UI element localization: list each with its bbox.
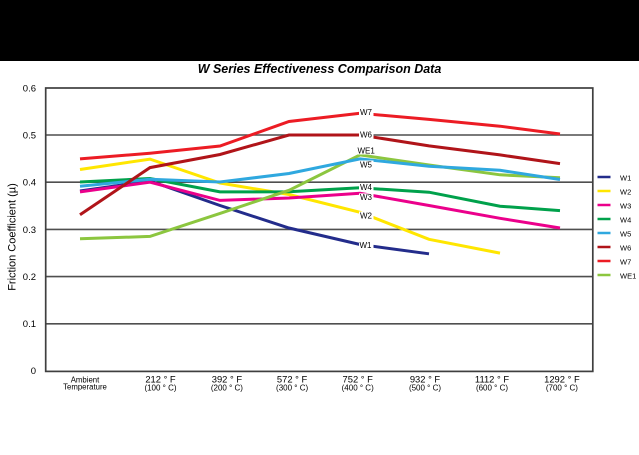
svg-text:(700 ° C): (700 ° C) — [546, 384, 578, 393]
svg-text:(600 ° C): (600 ° C) — [476, 384, 508, 393]
svg-text:W2: W2 — [620, 188, 631, 197]
svg-text:W1: W1 — [620, 174, 631, 183]
svg-text:932 ° F: 932 ° F — [410, 374, 441, 385]
svg-text:0.3: 0.3 — [23, 225, 36, 236]
svg-text:W Series Effectiveness Compari: W Series Effectiveness Comparison Data — [198, 62, 442, 76]
svg-text:Friction Coefficient (µ): Friction Coefficient (µ) — [7, 183, 19, 291]
svg-text:572 ° F: 572 ° F — [277, 374, 308, 385]
svg-text:0: 0 — [31, 366, 36, 377]
svg-text:W2: W2 — [360, 211, 373, 220]
svg-text:392 ° F: 392 ° F — [212, 374, 243, 385]
svg-text:(300 ° C): (300 ° C) — [276, 384, 308, 393]
svg-text:0.1: 0.1 — [23, 319, 36, 330]
svg-text:W5: W5 — [360, 160, 373, 169]
svg-text:(100 ° C): (100 ° C) — [144, 384, 176, 393]
svg-text:W6: W6 — [360, 130, 373, 139]
svg-text:W5: W5 — [620, 230, 631, 239]
svg-text:(500 ° C): (500 ° C) — [409, 384, 441, 393]
svg-text:W4: W4 — [360, 183, 373, 192]
svg-text:0.2: 0.2 — [23, 272, 36, 283]
svg-text:Ambient: Ambient — [71, 375, 100, 384]
svg-text:(400 ° C): (400 ° C) — [342, 384, 374, 393]
svg-text:0.6: 0.6 — [23, 83, 36, 94]
svg-text:0.5: 0.5 — [23, 130, 36, 141]
svg-text:WE1: WE1 — [358, 146, 376, 155]
svg-text:212 ° F: 212 ° F — [145, 374, 176, 385]
svg-text:W1: W1 — [360, 241, 373, 250]
svg-text:W7: W7 — [360, 108, 373, 117]
svg-text:WE1: WE1 — [620, 272, 636, 281]
svg-text:W3: W3 — [620, 202, 631, 211]
svg-text:W7: W7 — [620, 258, 631, 267]
svg-text:752 ° F: 752 ° F — [343, 374, 374, 385]
svg-text:W3: W3 — [360, 193, 373, 202]
svg-text:W6: W6 — [620, 244, 631, 253]
svg-text:(200 ° C): (200 ° C) — [211, 384, 243, 393]
svg-text:1292 ° F: 1292 ° F — [544, 374, 580, 385]
svg-text:0.4: 0.4 — [23, 178, 36, 189]
svg-text:W4: W4 — [620, 216, 631, 225]
svg-text:1112 ° F: 1112 ° F — [475, 374, 509, 385]
svg-text:Temperature: Temperature — [63, 382, 107, 391]
